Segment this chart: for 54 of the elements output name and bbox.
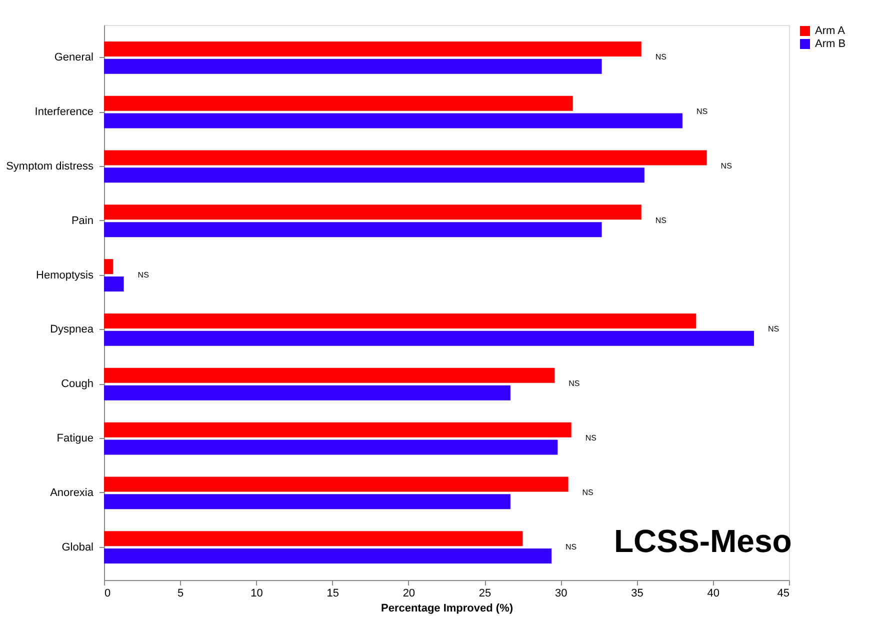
bar <box>104 58 602 74</box>
bar <box>104 168 644 183</box>
annotation: NS <box>655 52 666 62</box>
bar <box>104 476 568 492</box>
x-tick-label: 10 <box>250 588 263 600</box>
x-tick-label: 30 <box>555 588 568 600</box>
bar <box>104 494 510 510</box>
bar <box>104 259 114 274</box>
x-tick-label: 45 <box>777 588 790 600</box>
y-tick-label: Anorexia <box>50 486 94 499</box>
y-tick-label: Pain <box>71 214 94 227</box>
bar <box>104 222 602 238</box>
y-tick-label: Symptom distress <box>6 160 94 172</box>
bar <box>104 531 523 546</box>
bar <box>104 113 682 128</box>
bar <box>104 204 642 220</box>
bar <box>104 150 707 166</box>
annotation: LCSS-Meso <box>614 523 792 559</box>
y-tick-label: Fatigue <box>56 432 94 445</box>
bar <box>104 330 754 346</box>
x-tick-label: 35 <box>631 588 644 600</box>
x-tick-label: 15 <box>326 588 339 600</box>
bar <box>104 314 696 328</box>
annotation: NS <box>768 324 780 334</box>
legend-label: Arm B <box>815 38 846 50</box>
bar <box>104 41 642 56</box>
x-tick-label: 0 <box>104 588 111 600</box>
annotation: NS <box>138 270 149 280</box>
annotation: NS <box>566 542 577 552</box>
annotation: NS <box>585 434 596 443</box>
annotation: NS <box>696 107 708 116</box>
legend-label: Arm A <box>815 25 846 37</box>
annotation: NS <box>582 488 594 497</box>
annotation: NS <box>720 161 732 170</box>
annotation: NS <box>568 379 580 388</box>
bar <box>104 385 510 400</box>
bar <box>104 548 552 564</box>
x-tick-label: 25 <box>478 588 492 600</box>
bar <box>104 276 124 292</box>
y-tick-label: Interference <box>34 106 94 118</box>
y-tick-label: Dyspnea <box>50 324 94 336</box>
x-tick-label: 5 <box>178 588 184 600</box>
annotation: NS <box>655 216 666 225</box>
x-axis-title: Percentage Improved (%) <box>380 602 514 614</box>
x-tick-label: 40 <box>707 588 720 600</box>
x-tick-label: 20 <box>402 588 416 600</box>
y-tick-label: Cough <box>61 378 94 390</box>
y-tick-label: Global <box>62 541 94 554</box>
bar <box>104 422 572 438</box>
y-tick-label: Hemoptysis <box>36 269 94 282</box>
bar <box>104 368 555 383</box>
bar <box>104 440 558 455</box>
y-tick-label: General <box>54 52 94 64</box>
bar <box>104 96 573 111</box>
